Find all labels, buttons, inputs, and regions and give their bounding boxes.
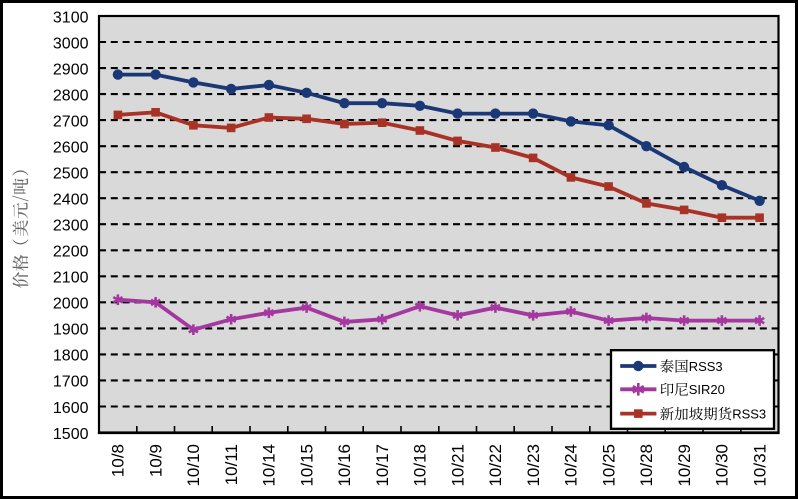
- svg-text:10/17: 10/17: [373, 444, 392, 487]
- svg-text:2300: 2300: [53, 218, 89, 235]
- svg-text:2100: 2100: [53, 270, 89, 287]
- svg-text:10/24: 10/24: [562, 444, 581, 487]
- svg-text:10/8: 10/8: [109, 444, 128, 477]
- svg-text:10/14: 10/14: [260, 444, 279, 487]
- svg-text:10/25: 10/25: [599, 444, 618, 487]
- svg-text:10/22: 10/22: [486, 444, 505, 487]
- svg-text:10/10: 10/10: [184, 444, 203, 487]
- svg-text:10/9: 10/9: [146, 444, 165, 477]
- svg-text:3100: 3100: [53, 9, 89, 26]
- svg-text:RSS3: RSS3: [689, 359, 723, 374]
- svg-text:10/11: 10/11: [222, 444, 241, 485]
- svg-text:2500: 2500: [53, 166, 89, 183]
- svg-text:2800: 2800: [53, 87, 89, 104]
- svg-text:10/28: 10/28: [637, 444, 656, 487]
- svg-text:10/21: 10/21: [448, 444, 467, 487]
- svg-text:2000: 2000: [53, 296, 89, 313]
- svg-text:1900: 1900: [53, 322, 89, 339]
- svg-text:2700: 2700: [53, 113, 89, 130]
- svg-text:10/23: 10/23: [524, 444, 543, 487]
- svg-text:3000: 3000: [53, 35, 89, 52]
- svg-text:RSS3: RSS3: [732, 406, 766, 421]
- svg-text:10/15: 10/15: [297, 444, 316, 487]
- svg-text:10/31: 10/31: [750, 444, 769, 487]
- svg-text:1800: 1800: [53, 348, 89, 365]
- svg-text:2600: 2600: [53, 140, 89, 157]
- svg-text:10/29: 10/29: [675, 444, 694, 487]
- svg-text:2400: 2400: [53, 192, 89, 209]
- svg-text:1600: 1600: [53, 400, 89, 417]
- svg-text:1700: 1700: [53, 374, 89, 391]
- svg-text:10/30: 10/30: [713, 444, 732, 487]
- svg-text:2200: 2200: [53, 244, 89, 261]
- svg-text:10/16: 10/16: [335, 444, 354, 487]
- svg-text:10/18: 10/18: [411, 444, 430, 487]
- svg-text:2900: 2900: [53, 61, 89, 78]
- svg-text:SIR20: SIR20: [689, 382, 725, 397]
- svg-text:1500: 1500: [53, 426, 89, 443]
